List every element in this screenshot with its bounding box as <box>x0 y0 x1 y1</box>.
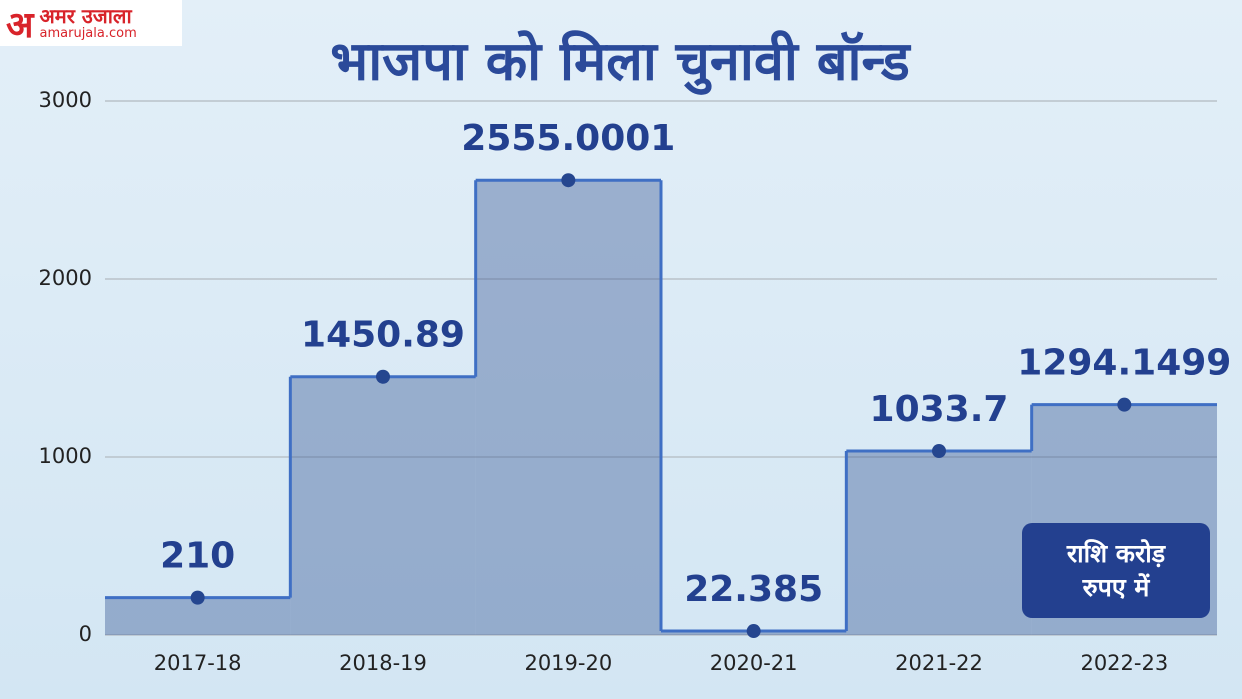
point <box>746 624 761 639</box>
y-tick-label: 3000 <box>39 88 92 112</box>
logo-site: amarujala.com <box>39 25 137 41</box>
x-tick-label: 2022-23 <box>1080 651 1168 675</box>
step-area <box>475 180 661 636</box>
logo-name: अमर उजाला <box>39 3 132 28</box>
value-label: 1294.1499 <box>1017 343 1231 384</box>
logo-text: अमर उजाला amarujala.com <box>40 6 137 41</box>
y-tick-label: 0 <box>79 622 92 646</box>
x-tick-label: 2020-21 <box>710 651 798 675</box>
value-label: 22.385 <box>684 569 823 610</box>
value-label: 1450.89 <box>301 315 465 356</box>
x-tick-label: 2021-22 <box>895 651 983 675</box>
x-tick-label: 2019-20 <box>524 651 612 675</box>
point <box>561 173 576 188</box>
value-label: 2555.0001 <box>461 118 675 159</box>
y-tick-label: 2000 <box>39 266 92 290</box>
step-area <box>290 376 476 635</box>
step-area <box>846 451 1032 635</box>
x-tick-label: 2018-19 <box>339 651 427 675</box>
value-label: 1033.7 <box>870 389 1009 430</box>
chart-title: भाजपा को मिला चुनावी बॉन्ड <box>330 30 912 96</box>
point <box>932 444 946 459</box>
value-label: 210 <box>160 536 235 577</box>
logo-mark: अ <box>6 4 34 46</box>
x-tick-label: 2017-18 <box>154 651 242 675</box>
y-tick-label: 1000 <box>39 444 92 468</box>
unit-note: राशि करोड़ रुपए में <box>1022 523 1210 618</box>
logo: अ अमर उजाला amarujala.com <box>0 0 182 46</box>
point <box>1117 397 1132 412</box>
point <box>376 369 390 384</box>
point <box>190 590 205 605</box>
